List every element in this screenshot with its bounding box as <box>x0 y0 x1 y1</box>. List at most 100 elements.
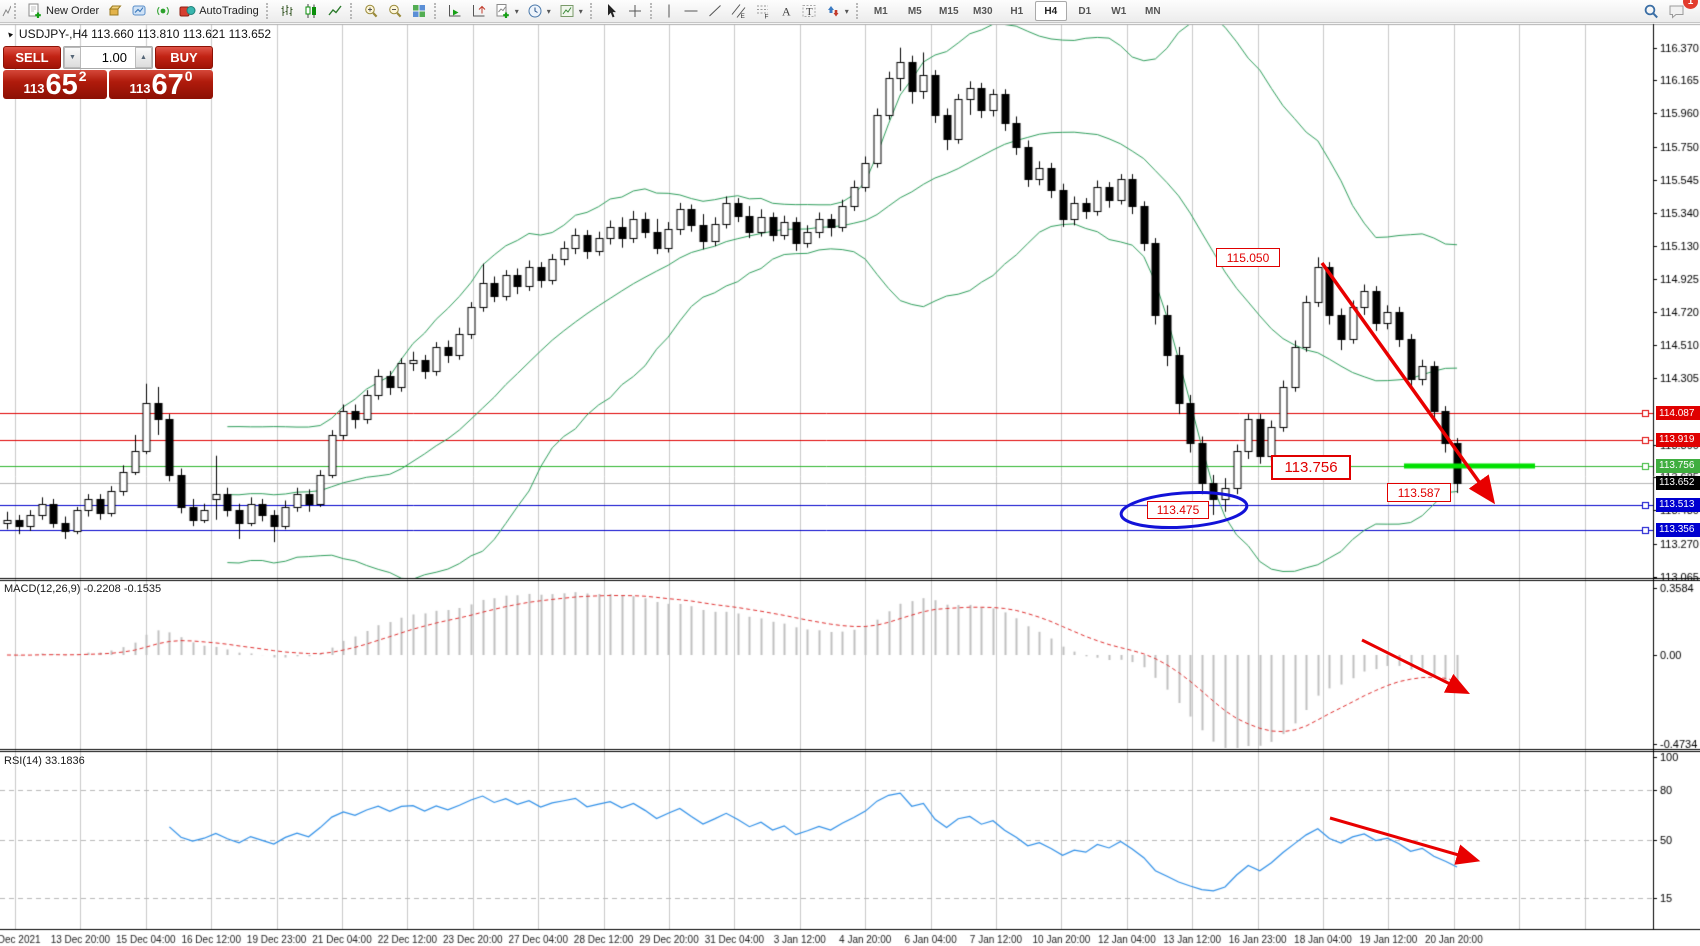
timeframe-d1[interactable]: D1 <box>1078 5 1092 17</box>
signals-icon <box>131 3 147 19</box>
chat-button[interactable]: 1 <box>1664 0 1698 21</box>
line-chart-button[interactable] <box>323 1 347 21</box>
one-click-trading-panel: SELL ▼ 1.00 ▲ BUY 113 65 2 113 67 0 <box>3 46 213 101</box>
candlestick-icon <box>303 3 319 19</box>
crosshair-button[interactable] <box>623 1 647 21</box>
timeframe-mn[interactable]: MN <box>1145 5 1161 17</box>
text-icon: A <box>779 3 793 19</box>
search-button[interactable] <box>1638 1 1664 21</box>
signals-button[interactable] <box>127 1 151 21</box>
sell-price-button[interactable]: 113 65 2 <box>3 68 107 101</box>
timeframe-m30[interactable]: M30 <box>973 5 993 17</box>
auto-scroll-button[interactable] <box>443 1 467 21</box>
line-chart-icon <box>327 3 343 19</box>
indicators-button[interactable]: ▾ <box>491 1 523 21</box>
sell-price-pip: 2 <box>78 68 87 84</box>
horizontal-line-icon <box>683 3 699 19</box>
equidistant-channel-button[interactable]: E <box>727 1 751 21</box>
price-tag-113.919: 113.919 <box>1656 432 1700 447</box>
bar-chart-button[interactable] <box>275 1 299 21</box>
autotrading-button[interactable]: AutoTrading <box>175 1 263 21</box>
dropdown-caret: ▾ <box>514 6 519 16</box>
cursor-button[interactable] <box>599 1 623 21</box>
timeframe-group: M1 M5 M15 M30 H1 H4 D1 W1 MN <box>865 1 1169 21</box>
price-tag-113.356: 113.356 <box>1656 522 1700 537</box>
search-icon <box>1642 3 1660 20</box>
text-button[interactable]: A <box>775 1 797 21</box>
bar-chart-icon <box>279 3 295 19</box>
new-order-icon <box>27 3 43 19</box>
autotrading-label: AutoTrading <box>199 5 259 17</box>
crosshair-icon <box>627 3 643 19</box>
chart-title: ▲ USDJPY-,H4 113.660 113.810 113.621 113… <box>4 27 272 41</box>
vertical-line-button[interactable] <box>659 1 679 21</box>
macd-label: MACD(12,26,9) -0.2208 -0.1535 <box>4 583 162 595</box>
buy-price-base: 113 <box>129 81 151 96</box>
timeframe-m5[interactable]: M5 <box>907 5 922 17</box>
template-icon <box>559 3 575 19</box>
trendline-button[interactable] <box>703 1 727 21</box>
candlestick-button[interactable] <box>299 1 323 21</box>
buy-button[interactable]: BUY <box>155 46 213 69</box>
toolbar: New Order AutoTrading ▾ ▾ ▾ <box>0 0 1700 23</box>
annotation-peak-price[interactable]: 115.050 <box>1216 248 1280 267</box>
window-icon <box>2 4 11 19</box>
market-button[interactable] <box>103 1 127 21</box>
price-tag-113.513: 113.513 <box>1656 497 1700 512</box>
buy-price-button[interactable]: 113 67 0 <box>109 68 213 100</box>
new-order-button[interactable]: New Order <box>23 1 103 21</box>
fibonacci-button[interactable]: F <box>751 1 775 21</box>
indicators-icon <box>495 3 511 19</box>
zoom-in-button[interactable] <box>359 1 383 21</box>
fibonacci-icon: F <box>755 3 771 19</box>
equidistant-channel-icon: E <box>731 3 747 19</box>
clock-icon <box>527 3 543 19</box>
dropdown-caret: ▾ <box>844 6 849 16</box>
timeframe-h4[interactable]: H4 <box>1034 1 1067 21</box>
horizontal-line-button[interactable] <box>679 1 703 21</box>
chart-title-text: USDJPY-,H4 113.660 113.810 113.621 113.6… <box>18 27 272 41</box>
chart-title-icon: ▲ <box>4 28 16 40</box>
chart-shift-button[interactable] <box>467 1 491 21</box>
volume-increase-button[interactable]: ▲ <box>135 47 152 68</box>
arrows-icon <box>825 3 841 19</box>
sell-button[interactable]: SELL <box>3 46 61 69</box>
volume-value[interactable]: 1.00 <box>101 50 127 65</box>
toolbar-grip <box>649 3 656 19</box>
timeframe-w1[interactable]: W1 <box>1111 5 1127 17</box>
annotation-circle-price[interactable]: 113.475 <box>1147 501 1209 519</box>
text-label-icon: T <box>801 3 817 19</box>
svg-text:E: E <box>740 13 745 19</box>
buy-price-pip: 0 <box>184 68 193 84</box>
timeframe-m1[interactable]: M1 <box>873 5 888 17</box>
templates-button[interactable]: ▾ <box>555 1 587 21</box>
toolbar-grip <box>14 3 20 19</box>
volume-decrease-button[interactable]: ▼ <box>64 47 81 68</box>
annotation-level-price[interactable]: 113.756 <box>1271 455 1351 480</box>
text-label-button[interactable]: T <box>797 1 821 21</box>
chat-icon <box>1668 3 1688 20</box>
timeframe-m15[interactable]: M15 <box>939 5 959 17</box>
price-tag-113.756: 113.756 <box>1656 458 1700 473</box>
svg-text:T: T <box>806 6 813 18</box>
auto-scroll-icon <box>447 3 463 19</box>
timeframe-h1[interactable]: H1 <box>1010 5 1024 17</box>
svg-text:A: A <box>782 5 791 19</box>
svg-text:F: F <box>764 14 768 20</box>
toolbar-grip <box>265 3 272 19</box>
news-button[interactable] <box>151 1 175 21</box>
arrows-button[interactable]: ▾ <box>821 1 853 21</box>
toolbar-grip <box>349 3 356 19</box>
zoom-out-icon <box>387 3 403 19</box>
current-price-tag: 113.652 <box>1656 475 1700 490</box>
annotation-support-price[interactable]: 113.587 <box>1387 483 1451 502</box>
periods-button[interactable]: ▾ <box>523 1 555 21</box>
dropdown-caret: ▾ <box>546 6 551 16</box>
toolbar-grip <box>855 3 862 19</box>
autotrading-icon <box>179 3 196 19</box>
tile-windows-button[interactable] <box>407 1 431 21</box>
sell-price-main: 65 <box>45 69 78 101</box>
zoom-in-icon <box>363 3 379 19</box>
zoom-out-button[interactable] <box>383 1 407 21</box>
